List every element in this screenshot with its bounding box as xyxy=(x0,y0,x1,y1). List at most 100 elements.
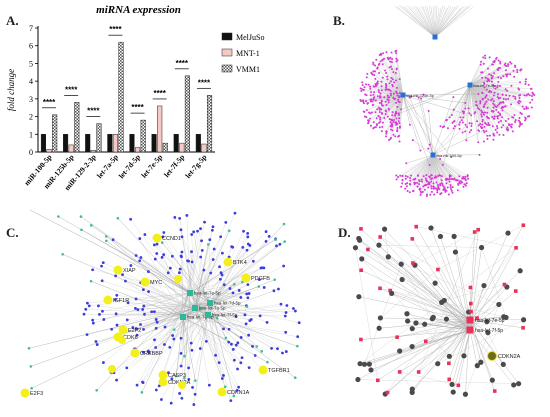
target-node xyxy=(505,74,507,76)
target-node xyxy=(502,75,504,77)
target-node xyxy=(499,114,501,116)
hub-label: hsa-let-7e-5p xyxy=(475,318,505,324)
target-node xyxy=(392,111,394,113)
target-node xyxy=(470,129,472,131)
target-node xyxy=(376,82,378,84)
target-node xyxy=(424,189,426,191)
target-node xyxy=(477,107,479,109)
bar xyxy=(196,134,201,152)
target-node xyxy=(398,117,400,119)
target-node xyxy=(466,126,468,128)
target-node xyxy=(427,148,429,150)
secondary-node xyxy=(105,235,108,238)
target-node xyxy=(192,403,195,406)
target-node xyxy=(209,272,212,275)
bar xyxy=(113,134,118,152)
target-node xyxy=(377,326,382,331)
target-node xyxy=(126,319,129,322)
target-node xyxy=(497,105,499,107)
target-node xyxy=(502,134,504,136)
target-node xyxy=(83,313,86,316)
target-node xyxy=(385,130,387,132)
target-node xyxy=(388,101,390,103)
target-node xyxy=(224,221,227,224)
edge xyxy=(421,99,433,155)
target-node xyxy=(429,164,431,166)
target-node xyxy=(505,230,510,235)
target-node xyxy=(405,178,407,180)
target-node xyxy=(527,93,529,95)
target-node xyxy=(112,238,115,241)
edge xyxy=(135,317,183,349)
gene-label: MYC xyxy=(150,280,162,286)
target-node xyxy=(396,178,398,180)
target-node xyxy=(102,361,105,364)
target-node xyxy=(402,175,404,177)
target-node xyxy=(502,94,504,96)
target-node xyxy=(139,323,142,326)
y-tick-label: 3 xyxy=(29,95,33,104)
edge xyxy=(435,7,473,37)
mirna-hub-node xyxy=(467,317,474,324)
target-node xyxy=(395,61,397,63)
target-node xyxy=(525,81,527,83)
target-node xyxy=(254,354,257,357)
target-node xyxy=(397,176,399,178)
target-node xyxy=(379,121,381,123)
mirna-node xyxy=(366,248,370,252)
target-node xyxy=(373,91,375,93)
gene-label: XIAP xyxy=(123,268,136,274)
target-node xyxy=(372,94,374,96)
target-node xyxy=(497,117,499,119)
target-node xyxy=(497,81,499,83)
target-node xyxy=(385,51,387,53)
target-node xyxy=(502,101,504,103)
secondary-node xyxy=(225,337,228,340)
target-node xyxy=(382,52,384,54)
target-node xyxy=(248,292,251,295)
target-node xyxy=(486,89,488,91)
target-node xyxy=(377,95,379,97)
target-node xyxy=(507,118,509,120)
target-node xyxy=(487,99,489,101)
target-node xyxy=(91,268,94,271)
mirna-node xyxy=(514,289,518,293)
target-node xyxy=(475,101,477,103)
mirna-hub-node xyxy=(192,305,198,311)
mirna-node xyxy=(378,235,382,239)
target-node xyxy=(129,218,132,221)
target-node xyxy=(375,126,377,128)
gene-node-highlighted xyxy=(488,352,497,361)
gene-node xyxy=(21,389,30,398)
target-node xyxy=(525,106,527,108)
target-node xyxy=(415,182,417,184)
target-node xyxy=(147,270,150,273)
target-node xyxy=(432,182,434,184)
target-node xyxy=(385,111,387,113)
target-node xyxy=(478,360,483,365)
target-node xyxy=(499,61,501,63)
target-node xyxy=(391,61,393,63)
target-node xyxy=(191,386,194,389)
significance-label: **** xyxy=(131,103,144,112)
y-tick-label: 1 xyxy=(29,130,33,139)
secondary-node xyxy=(246,305,249,308)
target-node xyxy=(385,133,387,135)
target-node xyxy=(429,176,431,178)
target-node xyxy=(450,188,452,190)
target-node xyxy=(138,259,141,262)
target-node xyxy=(395,50,397,52)
target-node xyxy=(180,254,183,257)
secondary-node xyxy=(283,240,286,243)
target-node xyxy=(385,72,387,74)
target-node xyxy=(362,362,367,367)
target-node xyxy=(438,234,443,239)
secondary-node xyxy=(228,229,231,232)
target-node xyxy=(452,186,454,188)
target-node xyxy=(500,102,502,104)
target-node xyxy=(380,60,382,62)
target-node xyxy=(483,106,485,108)
target-node xyxy=(388,99,390,101)
mirna-node xyxy=(493,389,497,393)
